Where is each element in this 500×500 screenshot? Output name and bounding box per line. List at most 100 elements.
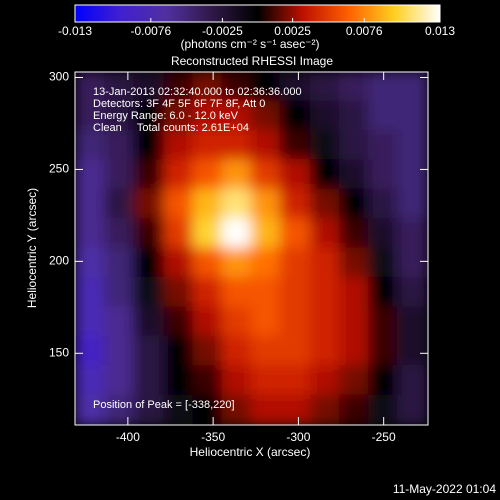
image-cell — [103, 394, 135, 425]
image-cell — [279, 335, 311, 368]
image-cell — [279, 159, 311, 191]
image-cell — [75, 306, 106, 338]
image-cell — [339, 188, 371, 221]
image-cell — [192, 159, 224, 191]
image-cell — [279, 276, 311, 309]
image-cell — [163, 159, 195, 191]
image-cell — [310, 188, 342, 221]
image-cell — [132, 188, 164, 221]
image-cell — [279, 129, 311, 162]
image-cell — [163, 129, 195, 162]
colorbar-tick-label: 0.0076 — [346, 24, 383, 38]
image-cell — [368, 306, 400, 338]
image-cell — [279, 72, 311, 103]
colorbar-tick-label: 0.0025 — [274, 24, 311, 38]
image-cell — [368, 159, 400, 191]
image-cell — [397, 335, 428, 368]
image-cell — [310, 159, 342, 191]
image-cell — [163, 188, 195, 221]
image-cell — [221, 188, 253, 221]
image-cell — [339, 306, 371, 338]
image-cell — [368, 335, 400, 368]
x-tick-label: -400 — [116, 430, 140, 444]
image-cell — [221, 276, 253, 309]
colorbar-tick-label: -0.0025 — [202, 24, 243, 38]
image-cell — [75, 129, 106, 162]
image-cell — [75, 276, 106, 309]
image-cell — [75, 100, 106, 132]
image-cell — [221, 218, 253, 250]
image-cell — [368, 276, 400, 309]
x-axis-label: Heliocentric X (arcsec) — [190, 445, 311, 459]
image-cell — [103, 159, 135, 191]
image-cell — [132, 159, 164, 191]
image-cell — [132, 247, 164, 279]
image-cell — [103, 247, 135, 279]
image-cell — [339, 72, 371, 103]
plot-frame — [74, 71, 429, 426]
y-tick-label: 300 — [49, 70, 69, 84]
y-tick-label: 200 — [49, 254, 69, 268]
image-cell — [192, 188, 224, 221]
image-cell — [339, 129, 371, 162]
y-tick-label: 150 — [49, 345, 69, 359]
image-cell — [250, 394, 282, 425]
image-cell — [339, 159, 371, 191]
image-cell — [75, 394, 106, 425]
image-cell — [397, 159, 428, 191]
image-cell — [103, 188, 135, 221]
image-cell — [192, 247, 224, 279]
image-cell — [163, 247, 195, 279]
image-cell — [310, 100, 342, 132]
image-cell — [397, 188, 428, 221]
image-cell — [75, 159, 106, 191]
image-cell — [279, 247, 311, 279]
image-cell — [250, 335, 282, 368]
image-cell — [221, 365, 253, 397]
image-cell — [397, 129, 428, 162]
image-cell — [75, 188, 106, 221]
image-cell — [250, 306, 282, 338]
annotation: 13-Jan-2013 02:32:40.000 to 02:36:36.000 — [93, 86, 302, 98]
image-cell — [192, 365, 224, 397]
image-cell — [132, 335, 164, 368]
annotation: Energy Range: 6.0 - 12.0 keV — [93, 110, 239, 122]
image-cell — [310, 365, 342, 397]
image-cell — [250, 218, 282, 250]
colorbar-label: (photons cm⁻² s⁻¹ asec⁻²) — [180, 37, 319, 51]
image-cell — [368, 188, 400, 221]
image-cell — [103, 218, 135, 250]
image-cell — [250, 247, 282, 279]
annotation: Clean Total counts: 2.61E+04 — [93, 122, 249, 134]
colorbar-tick-label: -0.013 — [58, 24, 92, 38]
image-cell — [221, 100, 253, 132]
image-cell — [250, 188, 282, 221]
image-cell — [192, 100, 224, 132]
image-cell — [75, 218, 106, 250]
colorbar-tick-label: -0.0076 — [130, 24, 171, 38]
image-cell — [221, 306, 253, 338]
image-cell — [75, 247, 106, 279]
image-cell — [310, 247, 342, 279]
image-cell — [75, 335, 106, 368]
image-cell — [103, 72, 135, 103]
image-cell — [310, 394, 342, 425]
image-cell — [132, 306, 164, 338]
image-cell — [310, 306, 342, 338]
image-cell — [75, 365, 106, 397]
image — [75, 72, 428, 425]
image-cell — [279, 188, 311, 221]
image-cell — [192, 306, 224, 338]
image-cell — [310, 276, 342, 309]
image-cell — [250, 365, 282, 397]
image-cell — [279, 394, 311, 425]
image-cell — [103, 306, 135, 338]
image-cell — [192, 394, 224, 425]
image-cell — [339, 276, 371, 309]
image-cell — [103, 335, 135, 368]
image-cell — [163, 335, 195, 368]
image-cell — [279, 365, 311, 397]
image-cell — [397, 394, 428, 425]
image-cell — [132, 218, 164, 250]
image-cell — [132, 100, 164, 132]
